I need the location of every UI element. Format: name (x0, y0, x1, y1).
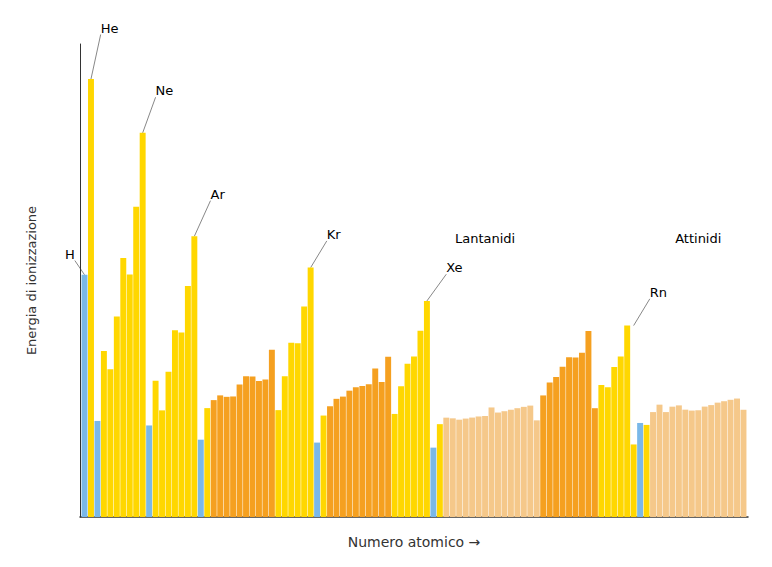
svg-text:Attinidi: Attinidi (675, 231, 721, 246)
svg-text:Kr: Kr (327, 227, 342, 242)
svg-text:H: H (65, 247, 75, 262)
svg-text:Xe: Xe (446, 260, 462, 275)
svg-text:He: He (101, 21, 119, 36)
svg-text:Energia di ionizzazione: Energia di ionizzazione (24, 206, 39, 355)
svg-text:Numero atomico →: Numero atomico → (348, 534, 481, 550)
svg-text:Lantanidi: Lantanidi (455, 231, 515, 246)
svg-text:Ar: Ar (210, 187, 225, 202)
svg-text:Ne: Ne (156, 83, 174, 98)
svg-text:Rn: Rn (650, 285, 667, 300)
